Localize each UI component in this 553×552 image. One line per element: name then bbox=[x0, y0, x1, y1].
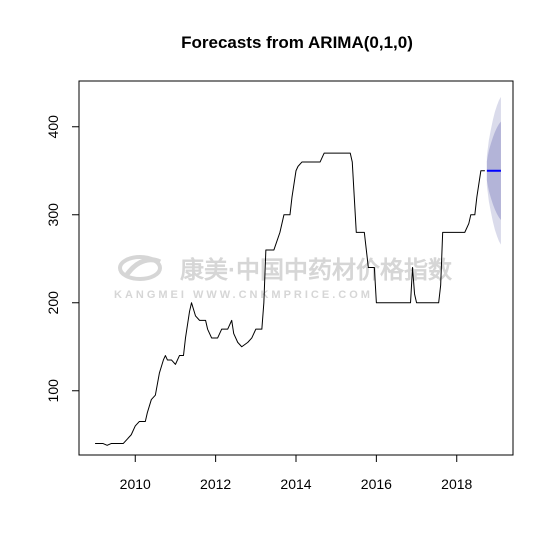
x-tick-label: 2018 bbox=[441, 476, 472, 492]
y-tick-label: 200 bbox=[45, 291, 61, 315]
plot-area bbox=[95, 96, 501, 446]
y-tick-label: 100 bbox=[45, 379, 61, 403]
x-tick-label: 2016 bbox=[361, 476, 392, 492]
observed-series-line bbox=[95, 152, 485, 446]
watermark-logo-icon bbox=[118, 255, 162, 281]
y-tick-label: 400 bbox=[45, 115, 61, 139]
chart-title: Forecasts from ARIMA(0,1,0) bbox=[181, 33, 413, 52]
x-tick-label: 2014 bbox=[280, 476, 311, 492]
y-tick-label: 300 bbox=[45, 203, 61, 227]
x-tick-label: 2010 bbox=[120, 476, 151, 492]
y-axis: 100 200 300 400 bbox=[45, 115, 80, 403]
watermark: 康美·中国中药材价格指数 KANGMEI WWW.CNKMPRICE.COM bbox=[114, 255, 453, 301]
x-tick-label: 2012 bbox=[200, 476, 231, 492]
watermark-en-text: KANGMEI WWW.CNKMPRICE.COM bbox=[114, 289, 373, 301]
x-axis: 2010 2012 2014 2016 2018 bbox=[120, 454, 473, 492]
watermark-cn-text: 康美·中国中药材价格指数 bbox=[180, 256, 453, 284]
